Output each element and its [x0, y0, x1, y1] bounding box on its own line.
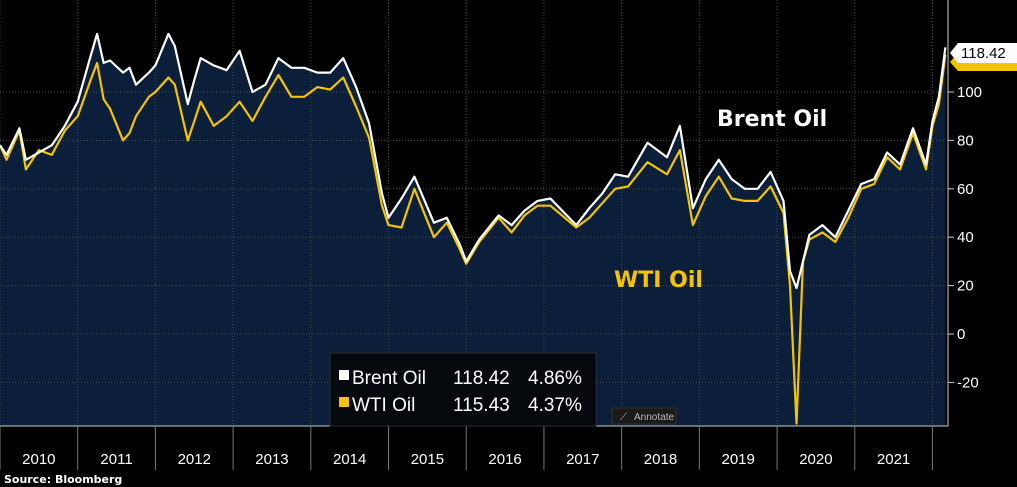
- pencil-icon: ⟋: [620, 412, 627, 423]
- legend: Brent Oil 118.42 4.86% WTI Oil 115.43 4.…: [329, 352, 597, 427]
- x-tick-label: 2014: [333, 451, 366, 468]
- series-lines: [0, 32, 947, 425]
- y-tick-label: 40: [957, 229, 974, 246]
- wti-legend-name: WTI Oil: [352, 395, 415, 416]
- brent-legend-change: 4.86%: [528, 368, 582, 389]
- annotate-button-bg[interactable]: [611, 407, 677, 425]
- x-tick-label: 2012: [178, 451, 211, 468]
- last-value-label: 118.42: [961, 45, 1006, 62]
- y-axis: -20 0 20 40 60 80 100: [947, 0, 982, 426]
- y-tick-label: -20: [957, 374, 979, 391]
- wti-legend-value: 115.43: [453, 395, 510, 416]
- legend-box: [329, 352, 597, 427]
- x-tick-label: 2020: [799, 451, 832, 468]
- x-axis: 2010 2011 2012 2013 2014 2015 2016 2017 2018 2019…: [0, 425, 948, 470]
- y-tick-label: 20: [957, 278, 974, 295]
- wti-series-line: [0, 54, 947, 425]
- x-tick-label: 2017: [566, 451, 599, 468]
- wti-annotation: WTI Oil: [614, 268, 703, 293]
- x-tick-label: 2010: [22, 451, 55, 468]
- brent-legend-swatch: [339, 370, 349, 380]
- x-tick-label: 2013: [255, 451, 288, 468]
- brent-legend-name: Brent Oil: [352, 368, 426, 389]
- wti-legend-change: 4.37%: [528, 395, 582, 416]
- y-tick-label: 0: [957, 326, 965, 343]
- x-tick-label: 2015: [411, 451, 444, 468]
- brent-last-value-tag: [950, 43, 1017, 63]
- y-tick-label: 80: [957, 132, 974, 149]
- x-tick-label: 2011: [100, 451, 132, 468]
- brent-annotation: Brent Oil: [717, 107, 827, 132]
- x-tick-label: 2018: [644, 451, 677, 468]
- brent-series-line: [0, 32, 947, 290]
- source-note: Source: Bloomberg: [4, 473, 122, 486]
- y-tick-label: 60: [957, 181, 974, 198]
- x-tick-label: 2016: [488, 451, 521, 468]
- annotate-label: Annotate: [634, 412, 674, 423]
- brent-legend-value: 118.42: [453, 368, 510, 389]
- x-tick-label: 2021: [877, 451, 910, 468]
- area-under-curve: [0, 33, 946, 427]
- annotate-button[interactable]: ⟋ Annotate: [611, 407, 677, 425]
- last-value-marker: 118.42: [950, 43, 1017, 71]
- y-tick-label: 100: [957, 84, 982, 101]
- x-tick-label: 2019: [722, 451, 755, 468]
- wti-legend-swatch: [339, 397, 349, 407]
- plot-fill: [0, 33, 946, 427]
